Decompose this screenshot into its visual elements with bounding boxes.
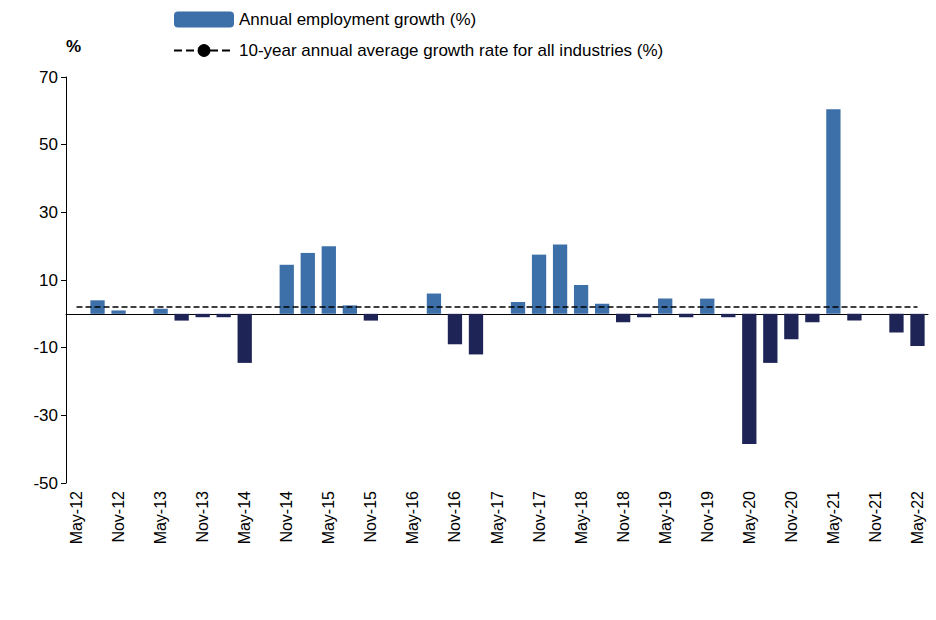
svg-text:30: 30 [39,203,58,222]
svg-text:May-13: May-13 [152,491,169,544]
svg-text:Nov-15: Nov-15 [362,491,379,543]
svg-text:-30: -30 [33,406,58,425]
svg-text:May-16: May-16 [404,491,421,544]
svg-text:-10: -10 [33,338,58,357]
svg-text:70: 70 [39,68,58,87]
svg-text:Nov-14: Nov-14 [278,491,295,543]
svg-text:Nov-19: Nov-19 [699,491,716,543]
svg-text:May-21: May-21 [825,491,842,544]
svg-text:May-22: May-22 [909,491,926,544]
svg-text:%: % [66,37,81,56]
svg-text:May-14: May-14 [236,491,253,544]
svg-text:Nov-12: Nov-12 [110,491,127,543]
svg-text:Nov-18: Nov-18 [615,491,632,543]
svg-text:Nov-21: Nov-21 [867,491,884,543]
svg-text:May-18: May-18 [573,491,590,544]
svg-text:May-20: May-20 [741,491,758,544]
svg-text:Nov-20: Nov-20 [783,491,800,543]
svg-text:-50: -50 [33,474,58,493]
svg-text:10: 10 [39,271,58,290]
svg-text:May-17: May-17 [489,491,506,544]
svg-text:50: 50 [39,135,58,154]
svg-text:Nov-16: Nov-16 [446,491,463,543]
svg-text:Nov-17: Nov-17 [531,491,548,543]
svg-text:May-15: May-15 [320,491,337,544]
svg-text:May-12: May-12 [68,491,85,544]
svg-text:Annual employment growth (%): Annual employment growth (%) [239,10,476,29]
svg-text:10-year annual average growth: 10-year annual average growth rate for a… [239,41,663,60]
svg-text:May-19: May-19 [657,491,674,544]
svg-text:Nov-13: Nov-13 [194,491,211,543]
